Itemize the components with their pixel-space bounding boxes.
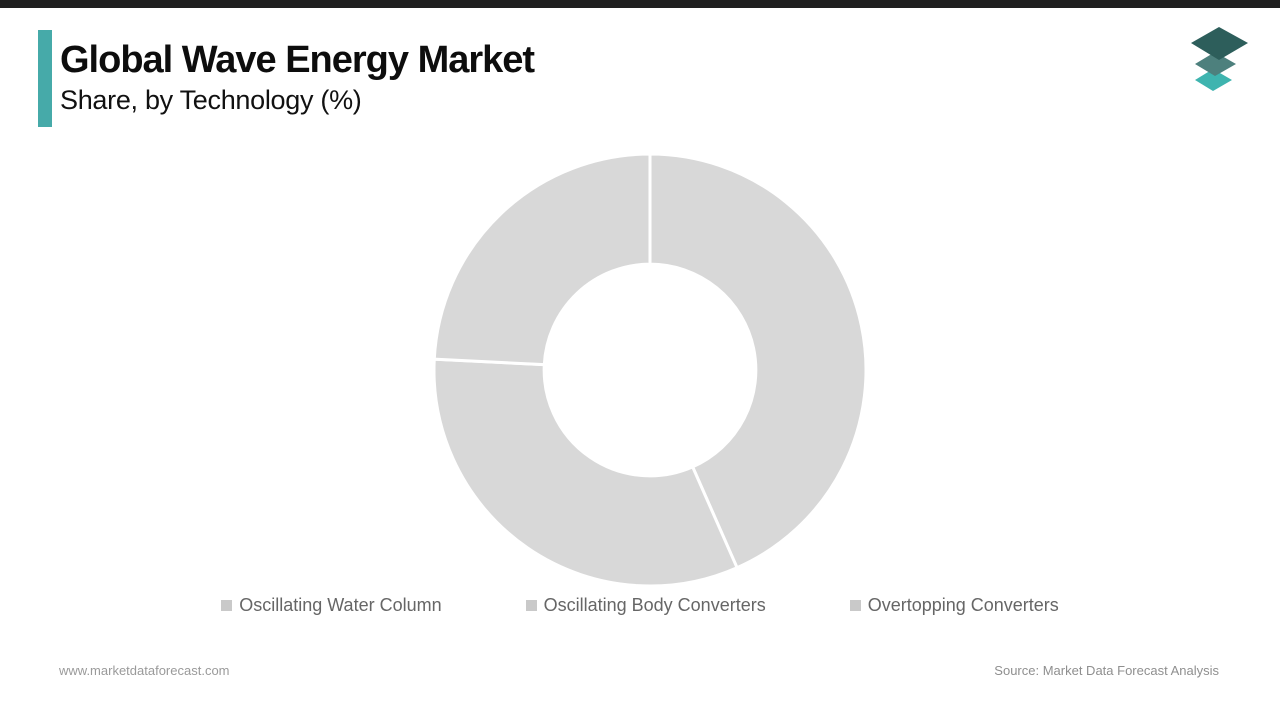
legend-label: Oscillating Water Column — [239, 595, 442, 615]
legend-marker-icon — [525, 600, 537, 611]
legend-marker-icon — [221, 600, 233, 611]
title-block: Global Wave Energy Market Share, by Tech… — [60, 38, 535, 116]
layers-logo-icon — [1191, 27, 1248, 91]
logo-layer-top — [1191, 27, 1248, 60]
donut-slice-2[interactable] — [432, 357, 740, 588]
title-accent-bar — [38, 30, 52, 127]
chart-legend: Oscillating Water Column Oscillating Bod… — [0, 595, 1280, 616]
legend-item-oscillating-body-converters[interactable]: Oscillating Body Converters — [525, 595, 766, 616]
donut-slice-3[interactable] — [432, 152, 652, 367]
logo-layer-bottom — [1195, 69, 1232, 91]
footer-website: www.marketdataforecast.com — [59, 663, 230, 678]
footer-source: Source: Market Data Forecast Analysis — [994, 663, 1219, 678]
page-title: Global Wave Energy Market — [60, 39, 535, 81]
donut-chart — [430, 150, 870, 590]
top-bar — [0, 0, 1280, 8]
legend-item-oscillating-water-column[interactable]: Oscillating Water Column — [221, 595, 442, 616]
legend-item-overtopping-converters[interactable]: Overtopping Converters — [849, 595, 1059, 616]
donut-slice-1[interactable] — [648, 152, 868, 570]
legend-marker-icon — [849, 600, 861, 611]
logo-layer-middle — [1195, 52, 1236, 76]
donut-chart-svg — [432, 152, 868, 588]
legend-label: Oscillating Body Converters — [543, 595, 766, 615]
page-subtitle: Share, by Technology (%) — [60, 84, 362, 115]
legend-label: Overtopping Converters — [867, 595, 1059, 615]
